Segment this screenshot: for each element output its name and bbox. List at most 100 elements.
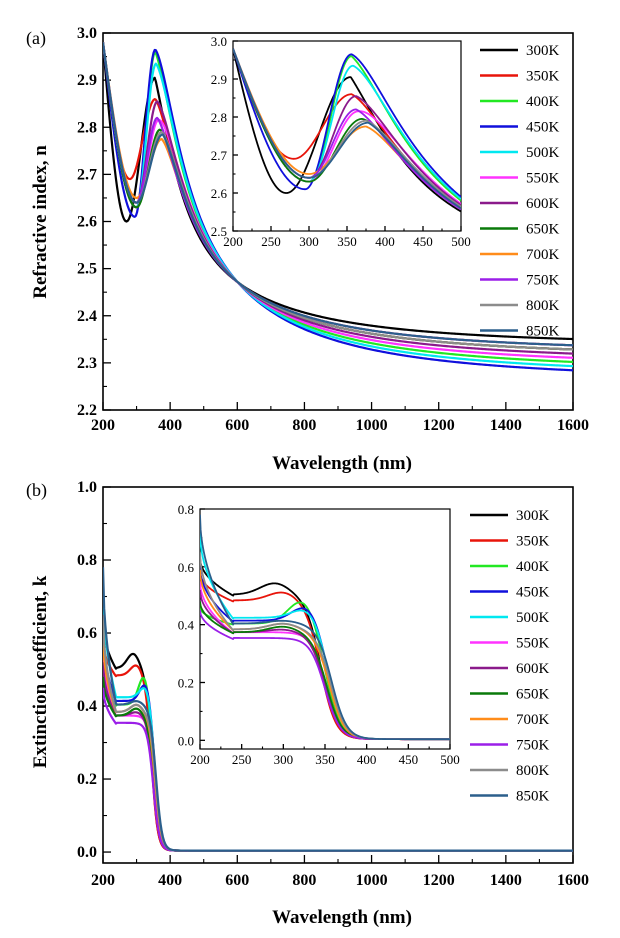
panel-a-line-600K [103,42,573,355]
panel-b-y-tick-label: 0.6 [77,625,97,642]
panel-b-legend-label-650K: 650K [516,687,550,703]
panel-a-legend-label-700K: 700K [526,247,560,263]
panel-b-inset-x-tick-label: 400 [357,752,377,767]
panel-a-x-tick-label: 1000 [356,417,388,434]
panel-a-plot-area: 200 400 600 800 1000 1200 1400 1600 2.2 2.3 2.4 2.5… [77,25,589,434]
panel-a-y-tick-label: 2.9 [77,72,97,89]
panel-a-x-tick-label: 1600 [557,417,589,434]
panel-b-legend-label-550K: 550K [516,636,550,652]
panel-b-line-850K [103,567,573,852]
panel-b-legend: 300K 350K 400K 450K 500K 550K 600K 650K 700K 750K… [470,508,550,805]
panel-a-inset-line-850K [233,48,461,209]
panel-a-y-tick-label: 2.5 [77,261,97,278]
panel-a-x-tick-label: 600 [225,417,249,434]
panel-a-inset-y-tick-label: 2.8 [211,110,227,125]
panel-b-x-tick-label: 1200 [423,872,455,889]
panel-a-legend-label-650K: 650K [526,222,560,238]
panel-a-label: (a) [26,28,46,49]
panel-a-inset-x-tick-label: 300 [299,234,319,249]
panel-a-inset-y-tick-label: 2.5 [211,224,227,239]
panel-a-x-tick-label: 400 [158,417,182,434]
panel-b-y-tick-label: 0.0 [77,844,97,861]
panel-b-inset-x-tick-label: 250 [232,752,252,767]
panel-b-y-tick-label: 1.0 [77,479,97,496]
panel-a-y-tick-label: 2.4 [77,308,97,325]
panel-b-x-tick-label: 400 [158,872,182,889]
panel-a-legend-label-600K: 600K [526,196,560,212]
panel-b-legend-label-600K: 600K [516,661,550,677]
panel-b-inset-x-tick-label: 200 [190,752,210,767]
panel-a-inset-y-tick-label: 2.7 [211,148,228,163]
panel-b-legend-label-700K: 700K [516,712,550,728]
panel-a-inset-plot: 200 250 300 350 400 450 500 2.5 2.6 2.7 2.8 2.9 3.0 [211,34,471,249]
panel-a-x-tick-label: 1400 [490,417,522,434]
panel-b-inset-x-tick-label: 300 [274,752,294,767]
panel-b-x-tick-label: 800 [292,872,316,889]
panel-a-inset-series-group [233,48,461,213]
panel-a-x-tick-label: 200 [91,417,115,434]
panel-b-inset-y-tick-label: 0.8 [178,502,194,517]
panel-b-x-tick-label: 200 [91,872,115,889]
panel-b-inset-y-tick-label: 0.4 [178,618,195,633]
panel-a-y-tick-label: 2.3 [77,355,97,372]
panel-a-x-tick-label: 800 [292,417,316,434]
panel-b-legend-label-500K: 500K [516,610,550,626]
panel-b-x-tick-label: 1000 [356,872,388,889]
panel-a-line-850K [103,42,573,347]
panel-b-x-axis-title: Wavelength (nm) [272,907,412,928]
panel-a-legend-label-850K: 850K [526,324,560,340]
panel-b-inset-y-tick-label: 0.2 [178,675,194,690]
panel-a-legend-label-350K: 350K [526,69,560,85]
panel-b-inset-x-tick-label: 350 [315,752,335,767]
panel-b-legend-label-300K: 300K [516,508,550,524]
panel-b-legend-label-850K: 850K [516,789,550,805]
panel-a-x-tick-label: 1200 [423,417,455,434]
panel-b-inset-x-tick-label: 450 [399,752,419,767]
panel-a-y-tick-label: 2.8 [77,119,97,136]
panel-b-legend-label-750K: 750K [516,738,550,754]
panel-a-inset-x-tick-label: 200 [223,234,243,249]
panel-a-inset-x-tick-label: 500 [451,234,471,249]
panel-a-x-axis-title: Wavelength (nm) [272,453,412,474]
panel-b-y-axis-title: Extinction coefficient, k [30,575,51,768]
panel-a-legend-label-800K: 800K [526,298,560,314]
panel-b-label: (b) [26,480,47,501]
panel-b-x-tick-label: 1400 [490,872,522,889]
panel-a-legend-label-750K: 750K [526,273,560,289]
panel-a-legend-label-500K: 500K [526,145,560,161]
panel-a-inset-line-300K [233,48,461,213]
panel-a-legend-label-300K: 300K [526,43,560,59]
panel-a-inset-x-tick-label: 450 [413,234,433,249]
panel-a-line-450K [103,42,573,372]
panel-a-legend-label-400K: 400K [526,94,560,110]
panel-a-inset-x-tick-label: 350 [337,234,357,249]
panel-b: (b) Extinction coefficient, k Wavelength… [26,479,589,928]
panel-a-y-tick-label: 2.2 [77,402,97,419]
panel-b-series-group [103,567,573,852]
panel-a-inset-line-450K [233,48,461,198]
panel-a-y-tick-label: 3.0 [77,25,97,42]
panel-a-y-tick-label: 2.7 [77,166,97,183]
panel-b-inset-x-tick-label: 500 [440,752,460,767]
panel-b-x-tick-label: 600 [225,872,249,889]
panel-b-legend-label-350K: 350K [516,534,550,550]
panel-b-y-tick-label: 0.4 [77,698,97,715]
panel-a-inset-y-tick-label: 2.6 [211,186,228,201]
panel-b-legend-label-800K: 800K [516,763,550,779]
panel-b-inset-plot: 200 250 300 350 400 450 500 0.0 0.2 0.4 0.6 0.8 [178,502,460,767]
panel-b-legend-label-400K: 400K [516,559,550,575]
panel-b-x-tick-label: 1600 [557,872,589,889]
panel-b-inset-line-850K [200,514,450,741]
panel-a-inset-y-tick-label: 2.9 [211,72,227,87]
panel-a-inset-x-tick-label: 250 [261,234,281,249]
panel-a-series-group [103,42,573,372]
panel-a-inset-x-tick-label: 400 [375,234,395,249]
panel-a: (a) Refractive index, n Wavelength (nm) … [26,25,589,474]
panel-a-line-500K [103,42,573,368]
panel-a-y-axis-title: Refractive index, n [30,145,51,299]
panel-b-legend-label-450K: 450K [516,585,550,601]
panel-b-y-tick-label: 0.2 [77,771,97,788]
panel-a-legend-label-550K: 550K [526,171,560,187]
panel-b-y-tick-label: 0.8 [77,552,97,569]
